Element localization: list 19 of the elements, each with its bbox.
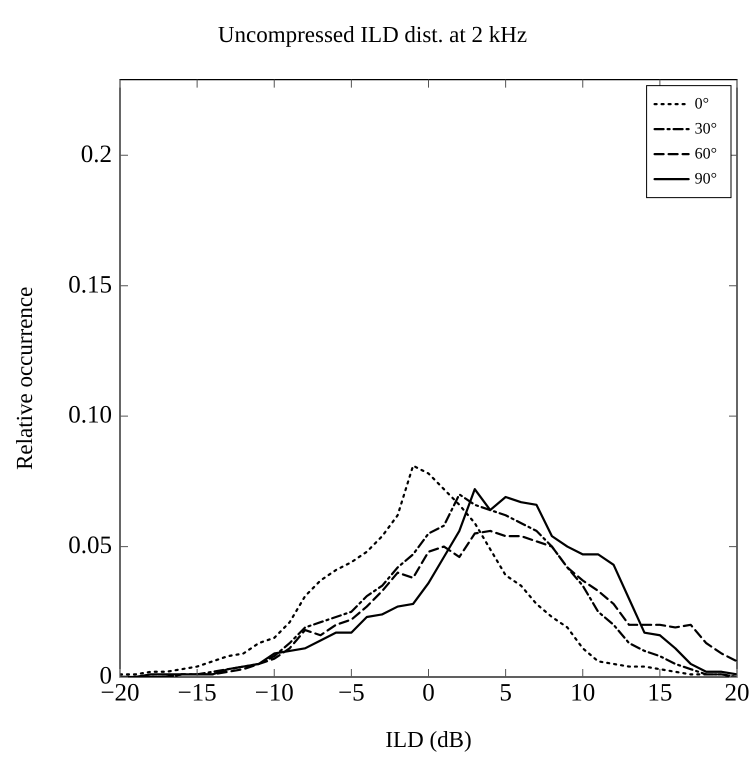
y-tick-label: 0.10 (68, 402, 112, 429)
x-tick-label: −15 (178, 680, 217, 707)
y-tick-label: 0.15 (68, 271, 112, 298)
legend-label: 90° (694, 170, 718, 188)
x-tick-label: 10 (570, 680, 596, 707)
x-tick-label: 5 (499, 680, 512, 707)
x-tick-label: 0 (422, 680, 435, 707)
chart-title: Uncompressed ILD dist. at 2 kHz (218, 22, 528, 47)
legend-label: 30° (694, 120, 718, 138)
x-tick-label: 20 (724, 680, 750, 707)
y-tick-label: 0.05 (68, 532, 112, 560)
legend-label: 60° (694, 145, 718, 162)
x-tick-label: −5 (338, 680, 365, 707)
x-tick-label: −10 (254, 680, 294, 707)
legend-label: 0° (694, 95, 710, 112)
x-axis-title: ILD (dB) (385, 727, 472, 752)
y-tick-label: 0.2 (80, 140, 112, 168)
y-axis-title: Relative occurrence (12, 286, 37, 470)
x-tick-label: 15 (647, 680, 672, 707)
